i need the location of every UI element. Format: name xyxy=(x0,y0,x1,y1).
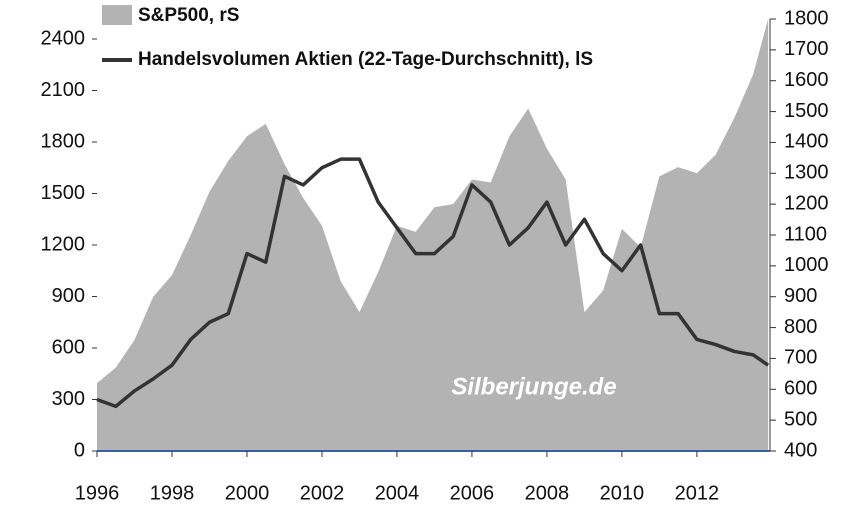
x-tick-label: 2010 xyxy=(600,482,645,504)
x-tick-label: 1998 xyxy=(150,482,195,504)
y-tick-label: 600 xyxy=(52,336,85,358)
y2-tick-label: 1400 xyxy=(784,131,829,153)
x-tick-label: 2004 xyxy=(375,482,420,504)
y2-tick-label: 1600 xyxy=(784,69,829,91)
x-tick-label: 2006 xyxy=(450,482,495,504)
y-tick-label: 1200 xyxy=(41,233,86,255)
y2-tick-label: 1100 xyxy=(784,223,827,245)
y2-tick-label: 900 xyxy=(784,285,817,307)
y2-tick-label: 1200 xyxy=(784,192,829,214)
y2-tick-label: 1000 xyxy=(784,254,829,276)
y-tick-label: 1500 xyxy=(41,182,86,204)
y-tick-label: 900 xyxy=(52,285,85,307)
legend-label: Handelsvolumen Aktien (22-Tage-Durchschn… xyxy=(138,49,593,70)
x-tick-label: 2012 xyxy=(675,482,720,504)
y-tick-label: 1800 xyxy=(41,130,86,152)
y-tick-label: 0 xyxy=(74,439,85,461)
x-tick-label: 2008 xyxy=(525,482,570,504)
y2-tick-label: 1500 xyxy=(784,100,829,122)
x-tick-label: 2002 xyxy=(300,482,345,504)
y-tick-label: 2400 xyxy=(41,27,86,49)
x-tick-label: 2000 xyxy=(225,482,270,504)
y-tick-label: 2100 xyxy=(41,79,86,101)
x-tick-label: 1996 xyxy=(75,482,120,504)
y2-tick-label: 500 xyxy=(784,408,817,430)
y-tick-label: 300 xyxy=(52,388,85,410)
y2-tick-label: 400 xyxy=(784,439,817,461)
volume-line xyxy=(96,157,770,409)
sp500-area xyxy=(97,19,769,451)
y2-tick-label: 1700 xyxy=(784,38,829,60)
watermark: Silberjunge.de xyxy=(451,373,616,400)
y2-tick-label: 1300 xyxy=(784,162,829,184)
legend-swatch xyxy=(102,5,132,25)
y2-tick-label: 1800 xyxy=(784,7,829,29)
legend-label: S&P500, rS xyxy=(138,5,239,26)
y2-tick-label: 600 xyxy=(784,378,817,400)
y2-tick-label: 800 xyxy=(784,316,817,338)
y2-tick-label: 700 xyxy=(784,347,817,369)
